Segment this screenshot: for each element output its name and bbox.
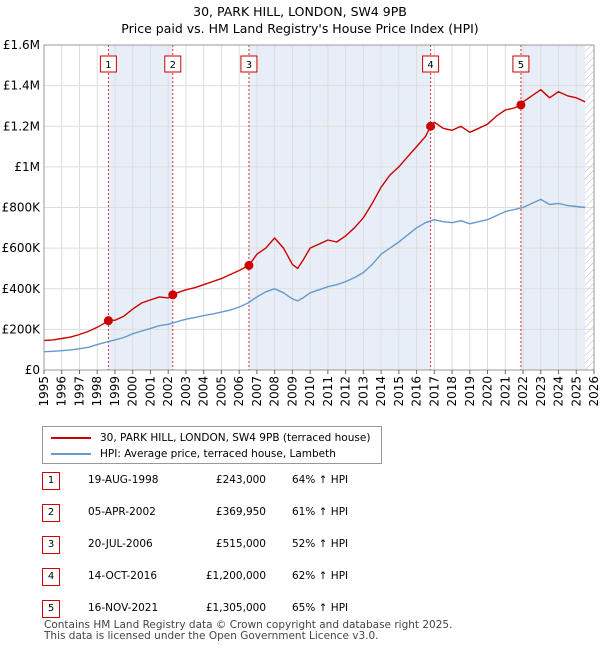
sale-number-label: 5 [518,60,524,71]
table-row: 1 19-AUG-1998 £243,000 64% ↑ HPI [42,472,442,490]
x-tick-label: 2013 [356,376,370,407]
x-tick-label: 2012 [339,376,353,407]
sale-number-label: 2 [170,60,176,71]
y-tick-label: £1.4M [3,79,40,93]
x-tick-label: 2026 [587,376,600,407]
chart-title: 30, PARK HILL, LONDON, SW4 9PB [193,4,407,19]
x-tick-label: 2015 [392,376,406,407]
x-tick-label: 2025 [569,376,583,407]
sale-price: £1,200,000 [205,570,266,582]
property-series-line [43,89,586,342]
sale-point [516,100,526,110]
sale-number-box [422,55,440,73]
x-tick-label: 2014 [374,376,388,407]
footer-line-2: This data is licensed under the Open Gov… [44,630,379,642]
x-tick-label: 1997 [72,376,86,407]
x-tick-label: 2017 [427,376,441,407]
x-tick-label: 2002 [161,376,175,407]
sale-number-box [164,55,182,73]
x-tick-label: 2018 [445,376,459,407]
x-tick-label: 2024 [552,376,566,407]
x-tick-label: 2019 [463,376,477,407]
x-tick-label: 1999 [108,376,122,407]
x-tick-label: 2004 [197,376,211,407]
x-tick-label: 2007 [250,376,264,407]
legend-label-property: 30, PARK HILL, LONDON, SW4 9PB (terraced… [100,432,371,444]
y-tick-label: £400K [2,282,42,296]
legend-item-hpi: HPI: Average price, terraced house, Lamb… [51,446,336,462]
sale-number-badge: 1 [42,472,60,490]
x-tick-label: 2001 [143,376,157,407]
table-row: 2 05-APR-2002 £369,950 61% ↑ HPI [42,504,442,522]
sale-hpi-diff: 62% ↑ HPI [292,570,349,582]
sale-date: 05-APR-2002 [88,506,156,518]
price-chart: 30, PARK HILL, LONDON, SW4 9PB Price pai… [2,4,600,407]
sale-hpi-diff: 65% ↑ HPI [292,602,349,614]
sale-price: £243,000 [215,474,266,486]
sale-price: £1,305,000 [205,602,266,614]
sale-date: 20-JUL-2006 [88,538,153,550]
sale-number-box [99,55,117,73]
footer-attribution: Contains HM Land Registry data © Crown c… [44,620,452,642]
y-tick-label: £600K [2,241,42,255]
sale-date: 16-NOV-2021 [88,602,159,614]
footer-line-1: Contains HM Land Registry data © Crown c… [44,619,453,631]
sale-number-badge: 5 [42,600,60,618]
sale-number-label: 3 [246,60,252,71]
y-tick-label: £0 [25,363,40,377]
chart-legend: 30, PARK HILL, LONDON, SW4 9PB (terraced… [42,426,382,464]
y-tick-label: £1.6M [3,38,40,52]
sale-hpi-diff: 61% ↑ HPI [292,506,349,518]
x-tick-label: 1998 [90,376,104,407]
legend-swatch-hpi [51,453,91,455]
sale-hpi-diff: 52% ↑ HPI [292,538,349,550]
y-tick-label: £800K [2,201,42,215]
sale-price: £369,950 [215,506,266,518]
x-tick-label: 2008 [268,376,282,407]
legend-item-property: 30, PARK HILL, LONDON, SW4 9PB (terraced… [51,430,370,446]
sale-date: 19-AUG-1998 [88,474,159,486]
sale-number-label: 4 [427,60,433,71]
forecast-hatch-region [585,45,594,370]
sale-price: £515,000 [215,538,266,550]
hpi-series-line [43,198,586,353]
sale-number-badge: 2 [42,504,60,522]
x-tick-label: 2005 [214,376,228,407]
sale-point [426,121,436,131]
x-tick-label: 2006 [232,376,246,407]
sale-hpi-diff: 64% ↑ HPI [292,474,349,486]
table-row: 5 16-NOV-2021 £1,305,000 65% ↑ HPI [42,600,442,618]
x-tick-label: 2009 [285,376,299,407]
sale-number-badge: 3 [42,536,60,554]
y-tick-label: £1M [14,160,40,174]
sale-point [168,290,178,300]
table-row: 4 14-OCT-2016 £1,200,000 62% ↑ HPI [42,568,442,586]
sale-number-badge: 4 [42,568,60,586]
sale-point [244,260,254,270]
x-tick-label: 2022 [516,376,530,407]
x-tick-label: 1996 [55,376,69,407]
x-tick-label: 2010 [303,376,317,407]
x-tick-label: 2023 [534,376,548,407]
x-tick-label: 2021 [498,376,512,407]
y-tick-label: £1.2M [3,119,40,133]
legend-label-hpi: HPI: Average price, terraced house, Lamb… [100,448,336,460]
x-tick-label: 1995 [37,376,51,407]
plot-frame [43,44,595,371]
x-tick-label: 2016 [410,376,424,407]
sale-number-label: 1 [105,60,111,71]
legend-swatch-property [51,437,91,439]
chart-subtitle: Price paid vs. HM Land Registry's House … [121,21,478,36]
x-tick-label: 2011 [321,376,335,407]
sale-point [103,316,113,326]
x-tick-label: 2020 [481,376,495,407]
x-tick-label: 2003 [179,376,193,407]
x-tick-label: 2000 [126,376,140,407]
sale-number-box [512,55,530,73]
y-tick-label: £200K [2,322,42,336]
table-row: 3 20-JUL-2006 £515,000 52% ↑ HPI [42,536,442,554]
sale-date: 14-OCT-2016 [88,570,157,582]
sale-number-box [240,55,258,73]
